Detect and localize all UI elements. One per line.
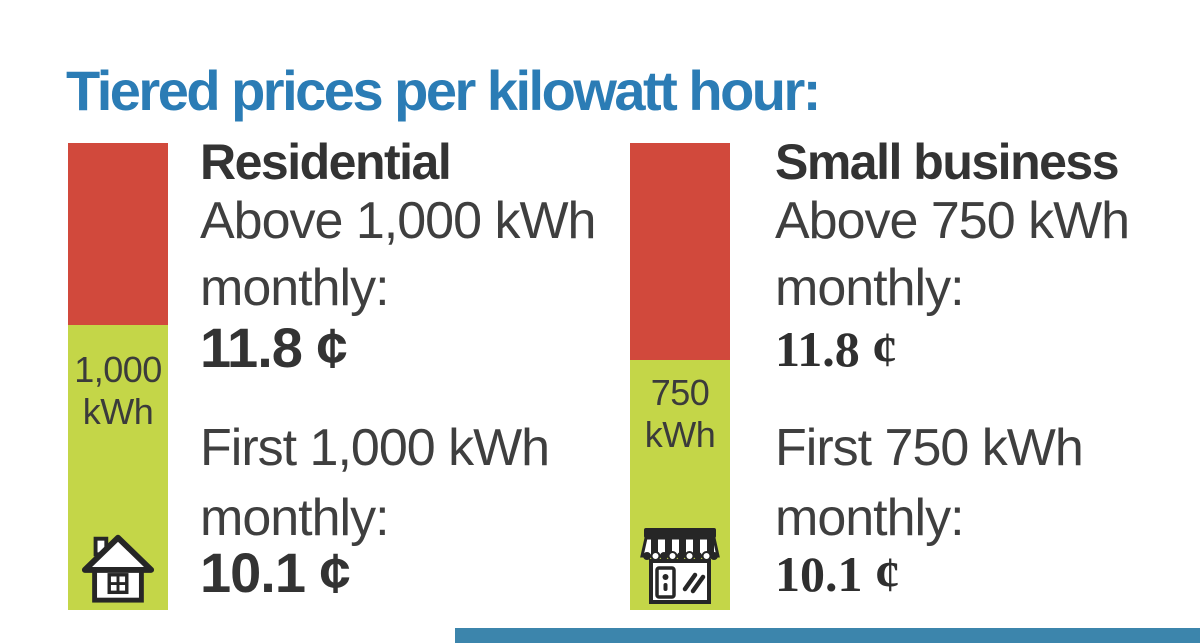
storefront-icon [638,525,722,605]
threshold-value: 750 [650,372,710,413]
house-icon [79,527,157,605]
business-threshold-label: 750 kWh [630,360,730,456]
business-above-price: 11.8 ¢ [775,321,898,377]
business-tier1-segment: 750 kWh [630,360,730,610]
business-above-line2: monthly: [775,259,965,317]
business-above-line1: Above 750 kWh [775,192,1130,250]
residential-first-line2: monthly: [200,489,390,547]
residential-above-line2: monthly: [200,259,390,317]
residential-above-price: 11.8 ¢ [200,316,348,379]
residential-first-price: 10.1 ¢ [200,541,351,604]
threshold-value: 1,000 [74,349,162,390]
residential-first-line1: First 1,000 kWh [200,419,550,477]
residential-tier1-segment: 1,000 kWh [68,325,168,610]
residential-heading: Residential [200,134,452,190]
business-heading: Small business [775,134,1120,190]
threshold-unit: kWh [644,413,716,455]
residential-tier2-segment [68,143,168,325]
business-tier2-segment [630,143,730,360]
residential-above-line1: Above 1,000 kWh [200,192,596,250]
business-first-price: 10.1 ¢ [775,546,900,602]
threshold-unit: kWh [82,390,154,432]
bottom-accent-bar [455,628,1200,643]
residential-threshold-label: 1,000 kWh [68,325,168,433]
residential-tier-bar: 1,000 kWh [68,143,168,610]
business-first-line1: First 750 kWh [775,419,1084,477]
business-tier-bar: 750 kWh [630,143,730,610]
page-title: Tiered prices per kilowatt hour: [66,58,821,122]
business-first-line2: monthly: [775,489,965,547]
